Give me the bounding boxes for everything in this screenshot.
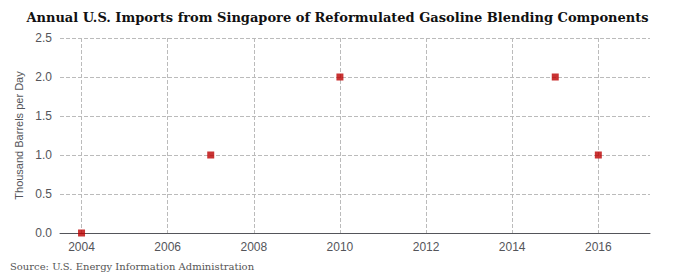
svg-text:1.0: 1.0 <box>35 148 52 162</box>
svg-text:0.5: 0.5 <box>35 187 52 201</box>
svg-text:Thousand Barrels per Day: Thousand Barrels per Day <box>13 71 25 200</box>
svg-text:2004: 2004 <box>68 240 95 254</box>
svg-text:2.5: 2.5 <box>35 31 52 45</box>
svg-text:Source: U.S. Energy Informatio: Source: U.S. Energy Information Administ… <box>10 261 255 272</box>
svg-text:2016: 2016 <box>585 240 612 254</box>
svg-text:Annual U.S. Imports from Singa: Annual U.S. Imports from Singapore of Re… <box>25 10 648 25</box>
svg-text:2010: 2010 <box>327 240 354 254</box>
svg-text:2006: 2006 <box>154 240 181 254</box>
svg-text:2014: 2014 <box>499 240 526 254</box>
svg-text:2.0: 2.0 <box>35 70 52 84</box>
svg-text:1.5: 1.5 <box>35 109 52 123</box>
svg-text:0.0: 0.0 <box>35 226 52 240</box>
svg-text:2008: 2008 <box>240 240 267 254</box>
svg-text:2012: 2012 <box>413 240 440 254</box>
